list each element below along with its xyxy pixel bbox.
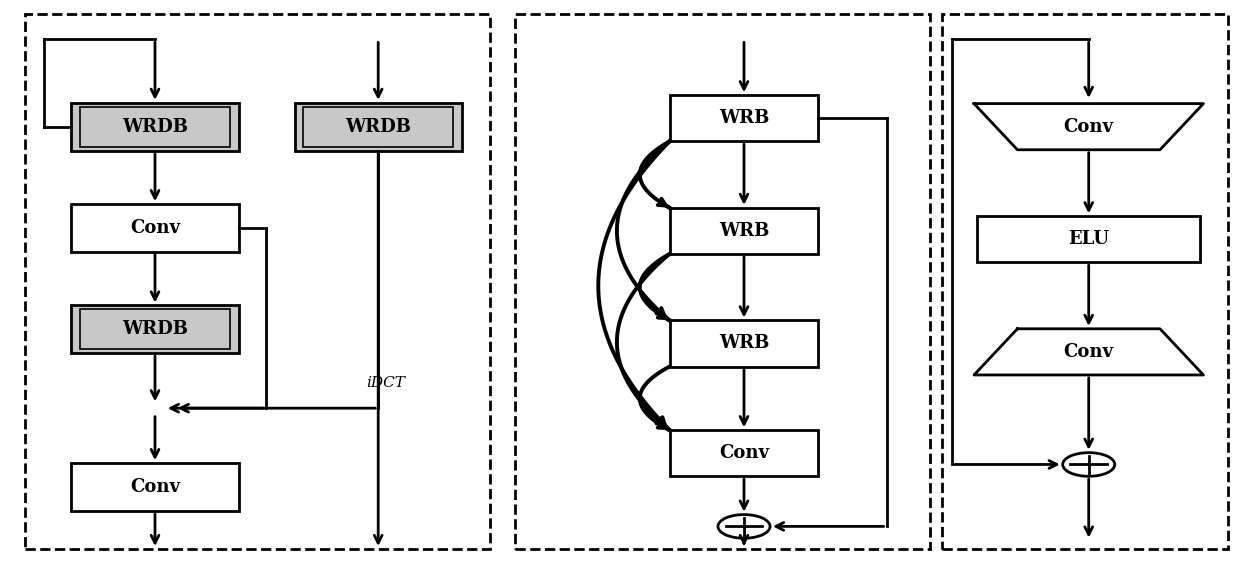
Bar (79, 309, 231, 349)
Bar (670, 430, 818, 476)
Bar (71, 305, 238, 354)
Text: WRDB: WRDB (122, 118, 188, 136)
Bar (670, 95, 818, 141)
Text: WRDB: WRDB (345, 118, 412, 136)
Text: Conv: Conv (130, 219, 180, 237)
Bar (670, 208, 818, 254)
Bar (515, 14, 930, 549)
Bar (79, 107, 231, 146)
Bar (942, 14, 1228, 549)
Bar (25, 14, 490, 549)
Text: Conv: Conv (1064, 118, 1114, 136)
Text: ELU: ELU (1068, 230, 1110, 248)
Polygon shape (975, 104, 1203, 150)
Bar (71, 102, 238, 150)
Text: WRDB: WRDB (122, 320, 188, 338)
Text: WRB: WRB (719, 334, 769, 352)
Text: Conv: Conv (130, 478, 180, 496)
Bar (303, 107, 454, 146)
Bar (71, 463, 238, 511)
Bar (295, 102, 461, 150)
Text: WRB: WRB (719, 109, 769, 127)
Bar (71, 204, 238, 252)
Text: iDCT: iDCT (366, 376, 404, 390)
Polygon shape (975, 329, 1203, 375)
Text: Conv: Conv (719, 444, 769, 462)
Bar (977, 216, 1200, 262)
Text: WRB: WRB (719, 222, 769, 240)
Text: Conv: Conv (1064, 343, 1114, 361)
Bar (670, 320, 818, 367)
